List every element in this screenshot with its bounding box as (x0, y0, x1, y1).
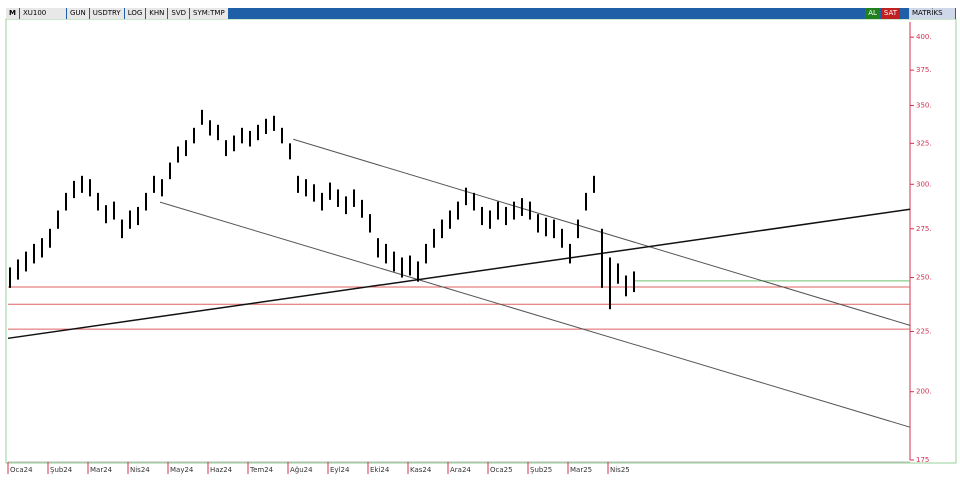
x-tick-label: Eyl24 (330, 466, 350, 474)
y-tick-label: 300. (916, 180, 932, 188)
y-tick-label: 225. (916, 327, 932, 335)
chart-frame (5, 18, 957, 464)
y-tick-label: 325. (916, 139, 932, 147)
y-tick-label: 350. (916, 101, 932, 109)
tool-button[interactable]: KHN (146, 8, 168, 19)
x-tick-label: Nis25 (610, 466, 630, 474)
logo: M (6, 8, 19, 19)
x-tick-label: Oca25 (490, 466, 513, 474)
x-tick-label: Oca24 (10, 466, 33, 474)
x-tick-label: Eki24 (370, 466, 390, 474)
trend-line (159, 201, 911, 428)
trend-line (7, 208, 911, 340)
y-tick-label: 275. (916, 225, 932, 233)
tool-button[interactable]: LOG (124, 8, 146, 19)
buy-button[interactable]: AL (865, 8, 880, 19)
x-tick-label: Şub24 (50, 466, 73, 474)
x-tick-label: Haz24 (210, 466, 233, 474)
x-tick-label: Ağu24 (290, 466, 313, 474)
brand: MATRİKS (909, 8, 955, 19)
x-tick-label: May24 (170, 466, 194, 474)
tool-button[interactable]: SYM:TMP (190, 8, 228, 19)
y-tick-label: 375. (916, 66, 932, 74)
y-tick-label: 200. (916, 388, 932, 396)
x-tick-label: Mar24 (90, 466, 113, 474)
x-tick-label: Nis24 (130, 466, 150, 474)
tool-button[interactable]: SVD (168, 8, 190, 19)
spacer (229, 8, 865, 19)
toolbar: M XU100 GUN USDTRY LOG KHN SVD SYM:TMP A… (6, 8, 956, 19)
sell-button[interactable]: SAT (880, 8, 900, 19)
tool-button[interactable]: GUN (66, 8, 89, 19)
x-tick-label: Ara24 (450, 466, 471, 474)
tool-button[interactable]: USDTRY (89, 8, 124, 19)
symbol[interactable]: XU100 (19, 8, 66, 19)
y-tick-label: 400. (916, 33, 932, 41)
x-tick-label: Tem24 (249, 466, 274, 474)
x-tick-label: Kas24 (410, 466, 432, 474)
x-tick-label: Şub25 (530, 466, 552, 474)
x-tick-label: Mar25 (570, 466, 592, 474)
y-tick-label: 175 (916, 456, 929, 464)
y-tick-label: 250. (916, 274, 932, 282)
